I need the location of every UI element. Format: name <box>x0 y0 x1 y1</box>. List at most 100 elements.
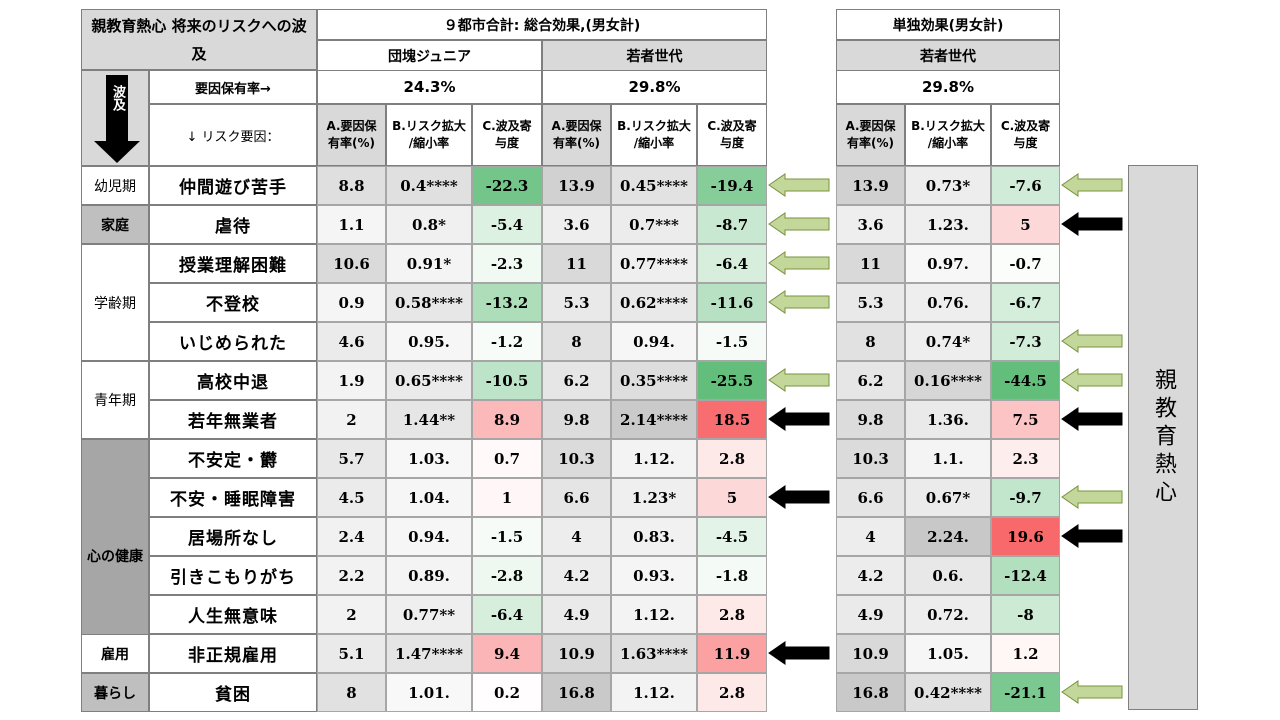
value-cell-b: 0.94. <box>386 517 472 556</box>
value-cell-c: 7.5 <box>991 400 1060 439</box>
value-cell-a: 10.3 <box>542 439 611 478</box>
risk-factor: 虐待 <box>149 205 317 244</box>
value-cell-c: -2.3 <box>472 244 542 283</box>
value-cell-b: 0.35**** <box>611 361 697 400</box>
value-cell-b: 1.12. <box>611 439 697 478</box>
value-cell-c: -21.1 <box>991 673 1060 712</box>
value-cell-c: -12.4 <box>991 556 1060 595</box>
value-cell-b: 2.24. <box>905 517 991 556</box>
value-cell-c: -8.7 <box>697 205 767 244</box>
value-cell-a: 3.6 <box>836 205 905 244</box>
value-cell-a: 13.9 <box>542 166 611 205</box>
value-cell-c: 9.4 <box>472 634 542 673</box>
value-cell-c: -13.2 <box>472 283 542 322</box>
value-cell-c: -4.5 <box>697 517 767 556</box>
value-cell-a: 6.2 <box>836 361 905 400</box>
value-cell-b: 0.6. <box>905 556 991 595</box>
value-cell-a: 2.2 <box>317 556 386 595</box>
value-cell-b: 0.42**** <box>905 673 991 712</box>
risk-factor: 非正規雇用 <box>149 634 317 673</box>
value-cell-c: -44.5 <box>991 361 1060 400</box>
group-header-single: 単独効果(男女計) <box>836 9 1060 40</box>
value-cell-c: -6.7 <box>991 283 1060 322</box>
green-left-arrow-icon <box>1061 368 1123 392</box>
title-text: 親教育熱心 将来のリスクへの波及 <box>91 16 307 63</box>
value-cell-a: 8 <box>317 673 386 712</box>
green-left-arrow-icon <box>768 368 830 392</box>
value-cell-c: 1.2 <box>991 634 1060 673</box>
value-cell-c: 19.6 <box>991 517 1060 556</box>
value-cell-b: 1.63**** <box>611 634 697 673</box>
value-cell-c: 5 <box>697 478 767 517</box>
value-cell-b: 1.12. <box>611 673 697 712</box>
value-cell-c: -0.7 <box>991 244 1060 283</box>
column-header-b: B.リスク拡大/縮小率 <box>611 104 697 166</box>
value-cell-c: 11.9 <box>697 634 767 673</box>
risk-factor: 貧困 <box>149 673 317 712</box>
value-cell-b: 0.83. <box>611 517 697 556</box>
value-cell-c: -6.4 <box>697 244 767 283</box>
risk-factor: 不安定・欝 <box>149 439 317 478</box>
value-cell-b: 0.67* <box>905 478 991 517</box>
value-cell-c: -1.8 <box>697 556 767 595</box>
value-cell-b: 0.73* <box>905 166 991 205</box>
stage-5: 雇用 <box>81 634 149 673</box>
table-title: 親教育熱心 将来のリスクへの波及 <box>81 9 317 70</box>
stage-1: 家庭 <box>81 205 149 244</box>
column-header-a: A.要因保 有率(%) <box>836 104 905 166</box>
value-cell-b: 0.77** <box>386 595 472 634</box>
green-left-arrow-icon <box>1061 173 1123 197</box>
stage-3: 青年期 <box>81 361 149 439</box>
value-cell-b: 1.04. <box>386 478 472 517</box>
value-cell-c: -1.5 <box>472 517 542 556</box>
value-cell-b: 1.1. <box>905 439 991 478</box>
value-cell-c: -9.7 <box>991 478 1060 517</box>
value-cell-c: 1 <box>472 478 542 517</box>
value-cell-c: -5.4 <box>472 205 542 244</box>
cohort-young-single: 若者世代 <box>836 40 1060 71</box>
value-cell-c: -11.6 <box>697 283 767 322</box>
green-left-arrow-icon <box>1061 485 1123 509</box>
risk-factor-header: ↓ リスク要因： <box>149 104 317 166</box>
risk-factor: 人生無意味 <box>149 595 317 634</box>
column-header-c: C.波及寄 与度 <box>991 104 1060 166</box>
value-cell-c: 2.8 <box>697 439 767 478</box>
hakyu-cell: 波及 <box>81 70 149 166</box>
risk-factor: 不登校 <box>149 283 317 322</box>
value-cell-b: 0.4**** <box>386 166 472 205</box>
value-cell-b: 1.05. <box>905 634 991 673</box>
value-cell-b: 0.72. <box>905 595 991 634</box>
value-cell-a: 4.9 <box>542 595 611 634</box>
value-cell-b: 1.47**** <box>386 634 472 673</box>
stage-6: 暮らし <box>81 673 149 712</box>
green-left-arrow-icon <box>768 212 830 236</box>
black-left-arrow-icon <box>1061 407 1123 431</box>
down-arrow-icon <box>94 75 140 163</box>
value-cell-a: 0.9 <box>317 283 386 322</box>
risk-factor: 引きこもりがち <box>149 556 317 595</box>
value-cell-c: -1.5 <box>697 322 767 361</box>
value-cell-a: 6.2 <box>542 361 611 400</box>
value-cell-b: 1.23. <box>905 205 991 244</box>
value-cell-b: 0.76. <box>905 283 991 322</box>
value-cell-a: 1.9 <box>317 361 386 400</box>
value-cell-b: 1.44** <box>386 400 472 439</box>
value-cell-b: 1.36. <box>905 400 991 439</box>
value-cell-a: 6.6 <box>836 478 905 517</box>
value-cell-b: 0.16**** <box>905 361 991 400</box>
green-left-arrow-icon <box>1061 329 1123 353</box>
cohort-dankai: 団塊ジュニア <box>317 40 542 71</box>
value-cell-a: 10.9 <box>836 634 905 673</box>
value-cell-a: 5.3 <box>542 283 611 322</box>
value-cell-a: 4 <box>836 517 905 556</box>
value-cell-b: 0.74* <box>905 322 991 361</box>
risk-factor: 高校中退 <box>149 361 317 400</box>
risk-factor: 授業理解困難 <box>149 244 317 283</box>
value-cell-b: 1.03. <box>386 439 472 478</box>
green-left-arrow-icon <box>1061 680 1123 704</box>
black-left-arrow-icon <box>1061 212 1123 236</box>
green-left-arrow-icon <box>768 251 830 275</box>
value-cell-a: 3.6 <box>542 205 611 244</box>
risk-factor: 居場所なし <box>149 517 317 556</box>
cohort-young: 若者世代 <box>542 40 767 71</box>
